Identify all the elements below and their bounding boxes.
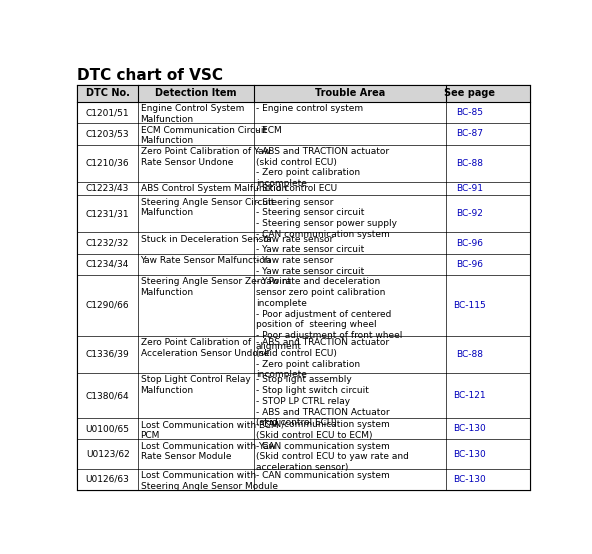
Text: C1380/64: C1380/64 <box>86 391 130 400</box>
Text: - ECM: - ECM <box>256 126 282 135</box>
Bar <box>77 102 530 123</box>
Text: - Yaw rate and deceleration
sensor zero point calibration
incomplete
- Poor adju: - Yaw rate and deceleration sensor zero … <box>256 278 403 351</box>
Text: BC-130: BC-130 <box>453 424 486 433</box>
Text: Engine Control System
Malfunction: Engine Control System Malfunction <box>140 104 244 124</box>
Text: - CAN communication system: - CAN communication system <box>256 471 390 480</box>
Text: U0123/62: U0123/62 <box>86 449 130 459</box>
Text: - ABS and TRACTION actuator
(skid control ECU)
- Zero point calibration
incomple: - ABS and TRACTION actuator (skid contro… <box>256 338 389 379</box>
Text: U0100/65: U0100/65 <box>86 424 130 433</box>
Text: Zero Point Calibration of
Acceleration Sensor Undone: Zero Point Calibration of Acceleration S… <box>140 338 269 358</box>
Text: BC-87: BC-87 <box>456 130 483 138</box>
Text: BC-130: BC-130 <box>453 475 486 484</box>
Text: BC-91: BC-91 <box>456 184 483 193</box>
Bar <box>77 275 530 336</box>
Text: BC-88: BC-88 <box>456 158 483 168</box>
Text: BC-121: BC-121 <box>453 391 486 400</box>
Bar <box>77 373 530 418</box>
Text: - Yaw rate sensor
- Yaw rate sensor circuit: - Yaw rate sensor - Yaw rate sensor circ… <box>256 235 364 254</box>
Bar <box>77 439 530 469</box>
Bar <box>77 195 530 232</box>
Text: ABS Control System Malfunction: ABS Control System Malfunction <box>140 184 287 193</box>
Text: Steering Angle Sensor Circuit
Malfunction: Steering Angle Sensor Circuit Malfunctio… <box>140 198 274 217</box>
Text: C1336/39: C1336/39 <box>86 350 130 359</box>
Bar <box>77 85 530 102</box>
Text: - Skid control ECU: - Skid control ECU <box>256 184 337 193</box>
Text: Steering Angle Sensor Zero Point
Malfunction: Steering Angle Sensor Zero Point Malfunc… <box>140 278 291 297</box>
Text: - Stop light assembly
- Stop light switch circuit
- STOP LP CTRL relay
- ABS and: - Stop light assembly - Stop light switc… <box>256 375 390 427</box>
Text: BC-88: BC-88 <box>456 350 483 359</box>
Text: C1210/36: C1210/36 <box>86 158 130 168</box>
Text: ECM Communication Circuit
Malfunction: ECM Communication Circuit Malfunction <box>140 126 266 145</box>
Text: BC-115: BC-115 <box>453 301 486 310</box>
Text: Lost Communication with Yaw
Rate Sensor Module: Lost Communication with Yaw Rate Sensor … <box>140 442 275 461</box>
Bar <box>77 232 530 254</box>
Text: - Engine control system: - Engine control system <box>256 104 363 113</box>
Bar <box>77 145 530 182</box>
Text: Yaw Rate Sensor Malfunction: Yaw Rate Sensor Malfunction <box>140 256 271 265</box>
Text: Trouble Area: Trouble Area <box>315 89 385 99</box>
Bar <box>77 254 530 275</box>
Text: - CAN communication system
(Skid control ECU to yaw rate and
acceleration sensor: - CAN communication system (Skid control… <box>256 442 409 472</box>
Bar <box>77 469 530 490</box>
Text: C1290/66: C1290/66 <box>86 301 130 310</box>
Text: BC-96: BC-96 <box>456 260 483 269</box>
Text: - Yaw rate sensor
- Yaw rate sensor circuit: - Yaw rate sensor - Yaw rate sensor circ… <box>256 256 364 276</box>
Bar <box>77 123 530 145</box>
Text: Stuck in Deceleration Sensor: Stuck in Deceleration Sensor <box>140 235 272 244</box>
Text: Lost Communication with
Steering Angle Sensor Module: Lost Communication with Steering Angle S… <box>140 471 278 491</box>
Text: Stop Light Control Relay
Malfunction: Stop Light Control Relay Malfunction <box>140 375 250 395</box>
Bar <box>77 418 530 439</box>
Bar <box>77 336 530 373</box>
Text: Zero Point Calibration of Yaw
Rate Sensor Undone: Zero Point Calibration of Yaw Rate Senso… <box>140 147 271 167</box>
Text: Lost Communication with ECM /
PCM: Lost Communication with ECM / PCM <box>140 420 284 440</box>
Text: BC-85: BC-85 <box>456 108 483 117</box>
Text: C1223/43: C1223/43 <box>86 184 129 193</box>
Text: C1232/32: C1232/32 <box>86 239 129 248</box>
Text: DTC chart of VSC: DTC chart of VSC <box>77 68 223 83</box>
Text: BC-130: BC-130 <box>453 449 486 459</box>
Text: See page: See page <box>444 89 496 99</box>
Text: BC-92: BC-92 <box>456 209 483 218</box>
Text: Detection Item: Detection Item <box>155 89 237 99</box>
Text: - ABS and TRACTION actuator
(skid control ECU)
- Zero point calibration
incomple: - ABS and TRACTION actuator (skid contro… <box>256 147 389 188</box>
Text: - CAN communication system
(Skid control ECU to ECM): - CAN communication system (Skid control… <box>256 420 390 440</box>
Text: C1203/53: C1203/53 <box>86 130 130 138</box>
Bar <box>77 182 530 195</box>
Text: DTC No.: DTC No. <box>86 89 130 99</box>
Text: U0126/63: U0126/63 <box>86 475 130 484</box>
Text: - Steering sensor
- Steering sensor circuit
- Steering sensor power supply
- CAN: - Steering sensor - Steering sensor circ… <box>256 198 397 239</box>
Text: C1201/51: C1201/51 <box>86 108 130 117</box>
Text: BC-96: BC-96 <box>456 239 483 248</box>
Text: C1231/31: C1231/31 <box>86 209 130 218</box>
Text: C1234/34: C1234/34 <box>86 260 129 269</box>
